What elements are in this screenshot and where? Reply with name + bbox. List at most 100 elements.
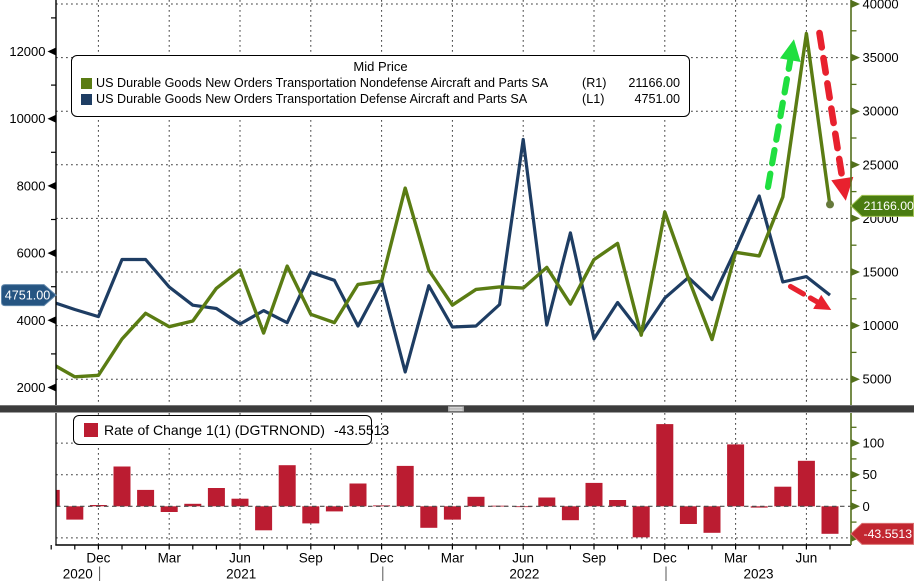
roc-bar-jul-2023 — [821, 506, 839, 534]
defense-last-value: 4751.00 — [5, 288, 51, 302]
roc-bar-dec-2021 — [373, 505, 391, 507]
left-axis-tick-arrow-icon — [47, 47, 56, 56]
roc-bar-oct-2020 — [56, 489, 60, 507]
roc-bar-feb-2023 — [703, 506, 721, 533]
roc-bar-jun-2023 — [797, 460, 815, 507]
roc-bar-nov-2020 — [66, 506, 84, 520]
roc-axis-tick-label: 100 — [863, 436, 885, 451]
x-axis-month-label: Dec — [653, 551, 677, 566]
x-axis-month-label: Jun — [796, 551, 818, 566]
left-axis-tick-label: 12000 — [9, 44, 45, 59]
roc-bar-nov-2022 — [632, 506, 650, 538]
left-axis-tick-label: 6000 — [17, 246, 46, 261]
x-axis-year-label: 2021 — [226, 567, 256, 581]
roc-bar-may-2021 — [207, 488, 225, 507]
x-axis-month-label: Jun — [229, 551, 251, 566]
x-axis-month-label: Jun — [512, 551, 534, 566]
roc-bar-jan-2023 — [679, 506, 697, 524]
roc-bar-oct-2021 — [325, 506, 343, 512]
plunge-down-arrow — [816, 29, 854, 201]
legend-row-defense: US Durable Goods New Orders Transportati… — [81, 91, 680, 107]
legend-row-nondefense: US Durable Goods New Orders Transportati… — [81, 75, 680, 91]
right-axis-tick-arrow-icon — [851, 375, 860, 384]
roc-axis-tick-label: 50 — [863, 467, 877, 482]
legend-title: Mid Price — [353, 59, 408, 74]
roc-axis-tick-arrow-icon — [851, 439, 860, 448]
roc-bar-sep-2021 — [302, 506, 320, 524]
left-axis-tick-arrow-icon — [47, 181, 56, 190]
x-axis-year-label: 2022 — [509, 567, 539, 581]
roc-bar-apr-2021 — [184, 503, 202, 507]
x-axis-month-label: Dec — [370, 551, 394, 566]
left-axis-tick-arrow-icon — [47, 383, 56, 392]
x-axis-month-label: Mar — [441, 551, 465, 566]
x-axis-year-label: 2020 — [63, 567, 93, 581]
roc-bar-sep-2022 — [585, 482, 603, 507]
left-axis-tick-arrow-icon — [47, 114, 56, 123]
roc-bar-nov-2021 — [349, 483, 367, 507]
roc-axis-tick-label: 0 — [863, 499, 870, 514]
roc-bar-jul-2022 — [538, 497, 556, 507]
left-axis-tick-label: 4000 — [17, 313, 46, 328]
right-axis-tick-arrow-icon — [851, 321, 860, 330]
roc-bar-aug-2022 — [561, 506, 579, 521]
roc-last-value-box: -43.5513 — [850, 522, 914, 545]
roc-bar-feb-2021 — [137, 489, 155, 507]
roc-bar-dec-2020 — [89, 505, 107, 507]
right-axis-tick-label: 35000 — [863, 50, 899, 65]
defense-label: US Durable Goods New Orders Transportati… — [96, 92, 528, 107]
roc-bar-aug-2021 — [278, 465, 296, 507]
roc-bar-jul-2021 — [255, 506, 273, 531]
roc-bar-oct-2022 — [609, 500, 627, 507]
left-axis-tick-arrow-icon — [47, 249, 56, 258]
nondefense-last-value-box: 21166.00 — [850, 194, 914, 217]
roc-last-value: -43.5513 — [864, 527, 913, 541]
right-axis-tick-label: 30000 — [863, 104, 899, 119]
right-axis-tick-arrow-icon — [851, 53, 860, 62]
roc-bars — [56, 424, 839, 538]
x-axis-month-label: Dec — [86, 551, 110, 566]
nondefense-label: US Durable Goods New Orders Transportati… — [96, 76, 549, 90]
roc-bar-mar-2022 — [443, 506, 461, 520]
roc-bar-jan-2022 — [396, 465, 414, 507]
roc-bar-dec-2022 — [656, 424, 674, 507]
roc-bar-mar-2021 — [160, 506, 178, 512]
left-axis-tick-arrow-icon — [47, 316, 56, 325]
nondefense-end-marker — [826, 200, 834, 209]
divider-grip-icon[interactable] — [448, 406, 464, 412]
right-axis-tick-arrow-icon — [851, 268, 860, 276]
roc-axis-tick-arrow-icon — [851, 470, 860, 479]
roc-value: -43.5513 — [333, 422, 390, 438]
nondefense-line — [56, 31, 832, 379]
defense-value: 4751.00 — [634, 92, 680, 107]
roc-bar-may-2023 — [774, 486, 792, 507]
nondefense-axis-tag: (R1) — [582, 76, 607, 90]
defense-last-value-box: 4751.00 — [1, 284, 57, 307]
right-axis-tick-arrow-icon — [851, 160, 860, 169]
roc-bar-apr-2023 — [750, 506, 768, 508]
roc-bar-jan-2021 — [113, 466, 131, 507]
defense-dip-arrow — [787, 283, 832, 310]
roc-bar-jun-2021 — [231, 498, 249, 507]
right-axis-tick-arrow-icon — [851, 214, 860, 223]
roc-swatch-icon — [84, 423, 98, 437]
right-axis-tick-label: 10000 — [863, 318, 899, 333]
roc-axis-tick-arrow-icon — [851, 502, 860, 511]
x-axis-year-label: 2023 — [743, 567, 773, 581]
x-axis-month-label: Sep — [582, 551, 606, 566]
right-axis-tick-arrow-icon — [851, 107, 860, 116]
nondefense-swatch-icon — [81, 77, 92, 89]
defense-axis-tag: (L1) — [582, 92, 605, 107]
nondefense-last-value: 21166.00 — [864, 199, 914, 213]
defense-line — [56, 137, 831, 374]
left-axis-tick-label: 10000 — [9, 111, 45, 126]
roc-bar-apr-2022 — [467, 496, 485, 507]
price-legend[interactable]: Mid Price US Durable Goods New Orders Tr… — [71, 55, 690, 117]
x-axis-month-label: Sep — [299, 551, 323, 566]
roc-label: Rate of Change 1(1) (DGTRNOND) — [104, 422, 325, 438]
roc-legend[interactable]: Rate of Change 1(1) (DGTRNOND) -43.5513 — [73, 415, 389, 445]
defense-swatch-icon — [81, 93, 92, 105]
roc-bar-feb-2022 — [420, 506, 438, 528]
nondefense-value: 21166.00 — [628, 76, 680, 90]
